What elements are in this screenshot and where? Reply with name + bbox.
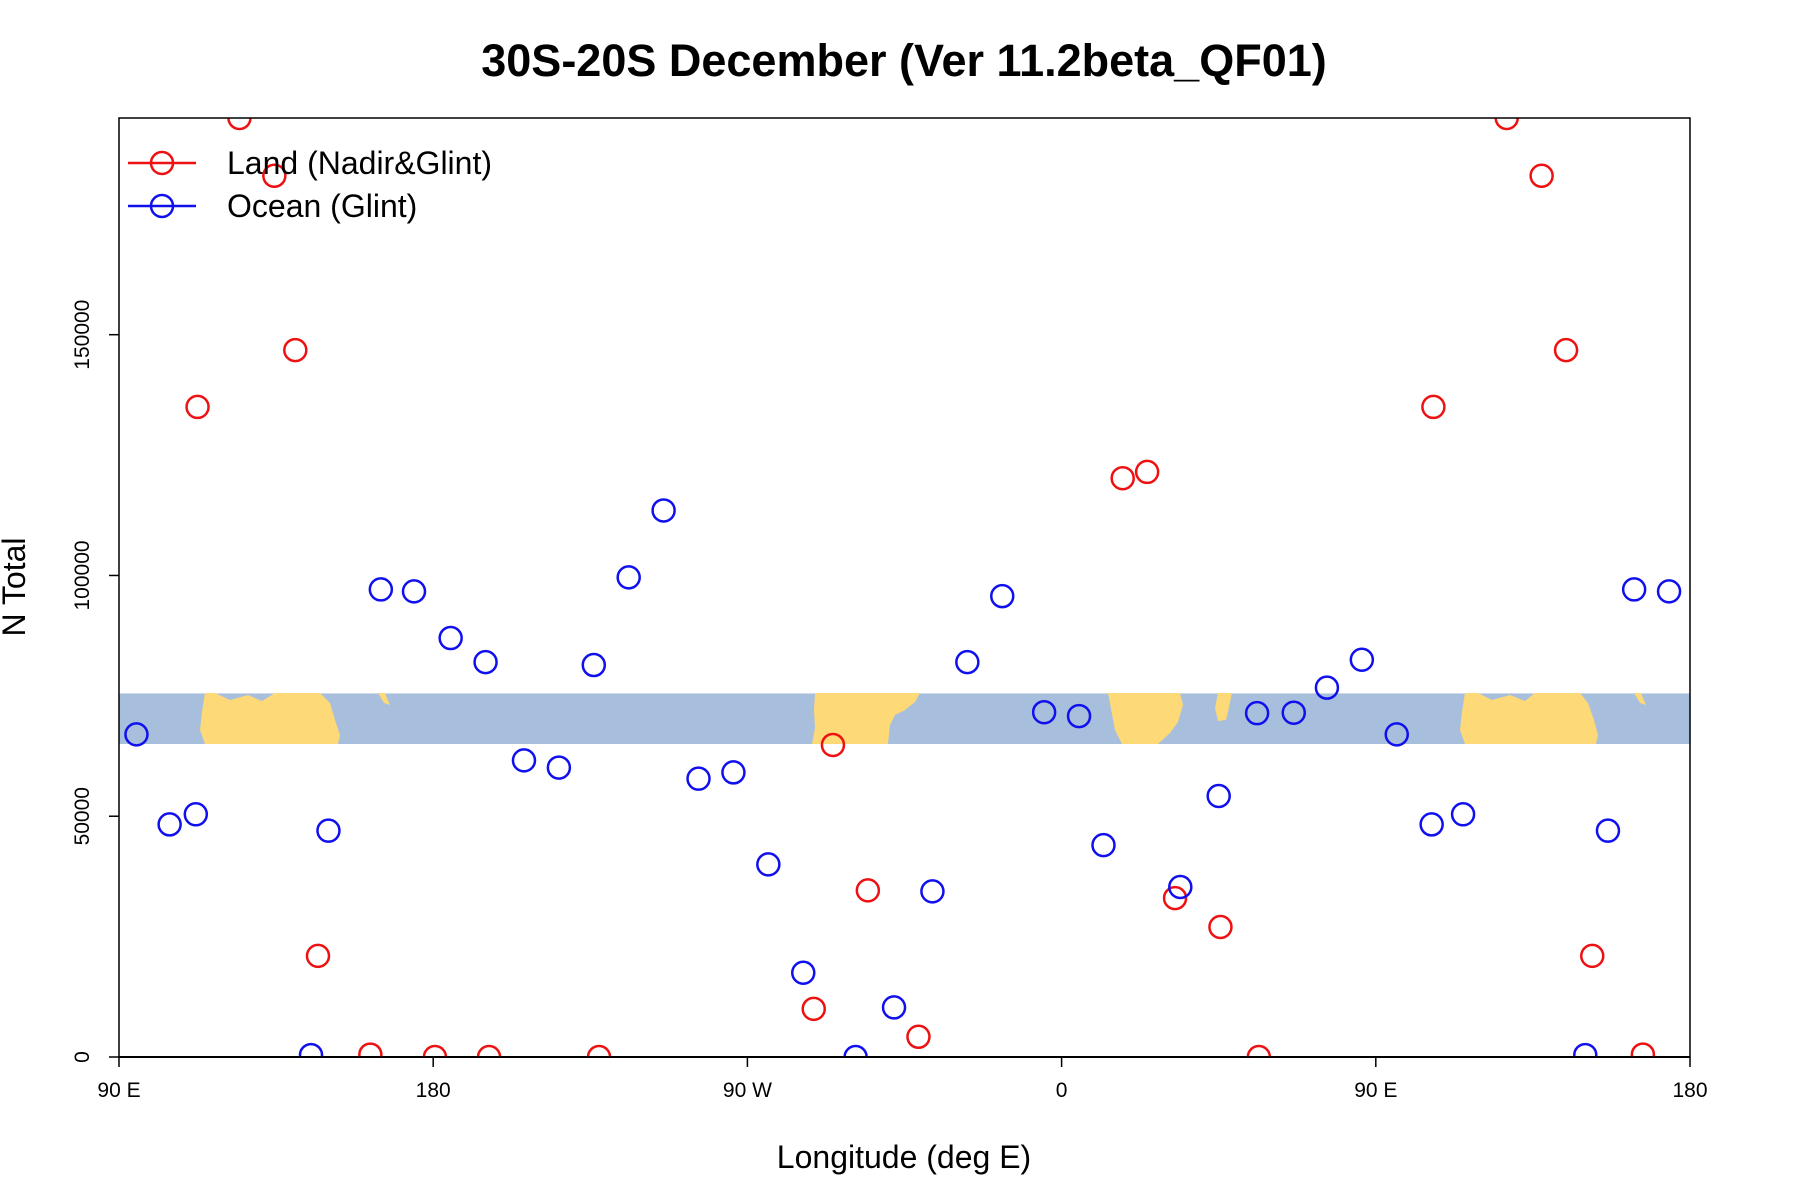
land-new-caledonia-repeat (1634, 693, 1646, 705)
ocean-point (990, 583, 1015, 609)
land-point (1162, 885, 1188, 911)
land-point (1110, 465, 1135, 491)
ocean-point (721, 760, 746, 785)
x-axis-ticks: 90 E 180 90 W 0 90 E 180 (97, 1057, 1708, 1102)
land-madagascar (1215, 693, 1232, 721)
ocean-point (1066, 703, 1092, 729)
ocean-point (1621, 577, 1647, 602)
land-point (305, 943, 331, 969)
ocean-point (438, 625, 463, 651)
land-point (1208, 914, 1233, 940)
legend: Land (Nadir&Glint) Ocean (Glint) (128, 145, 492, 224)
land-point (1630, 1042, 1656, 1057)
x-tick-label: 90 E (1354, 1079, 1397, 1102)
land-point (185, 394, 210, 420)
land-new-caledonia (378, 693, 390, 705)
x-axis-label: Longitude (deg E) (777, 1139, 1031, 1175)
land-australia-repeat (1460, 693, 1598, 744)
ocean-point (1281, 700, 1307, 725)
ocean-point (1384, 722, 1409, 747)
y-tick-label: 50000 (71, 787, 94, 845)
ocean-point (616, 565, 641, 590)
x-tick-label: 180 (416, 1079, 451, 1102)
land-point (1494, 118, 1519, 131)
ocean-point (298, 1042, 324, 1057)
land-point (1553, 337, 1579, 363)
ocean-point (881, 995, 907, 1020)
map-band (119, 693, 1690, 744)
x-tick-label: 0 (1056, 1079, 1068, 1102)
land-point (586, 1044, 612, 1057)
land-point (283, 337, 308, 363)
ocean-point (1168, 874, 1193, 900)
data-points (124, 118, 1682, 1057)
land-point (1421, 394, 1446, 420)
land-africa (1108, 693, 1183, 744)
ocean-point (1206, 783, 1231, 809)
ocean-point (1595, 818, 1621, 843)
ocean-point (401, 579, 427, 604)
land-point (422, 1044, 448, 1057)
land-point (855, 878, 881, 903)
legend-ocean-label: Ocean (Glint) (227, 188, 417, 224)
y-axis-label: N Total (0, 537, 32, 636)
y-tick-label: 150000 (71, 300, 94, 370)
y-axis-ticks: 0 50000 100000 150000 (71, 300, 119, 1063)
legend-land-label: Land (Nadir&Glint) (227, 145, 492, 181)
ocean-point (756, 852, 781, 877)
x-tick-label: 180 (1672, 1079, 1707, 1102)
land-south-america (812, 693, 920, 744)
ocean-point (546, 755, 572, 780)
ocean-point (686, 766, 711, 791)
ocean-point (651, 498, 676, 523)
ocean-point (1091, 832, 1116, 858)
ocean-point (843, 1044, 868, 1057)
land-point (801, 996, 826, 1022)
ocean-point (791, 960, 816, 985)
land-point (476, 1044, 502, 1057)
ocean-point (1419, 812, 1444, 837)
land-point (820, 732, 846, 758)
land-point (906, 1024, 931, 1050)
y-tick-label: 100000 (71, 540, 94, 610)
legend-land-marker (149, 150, 175, 176)
land-australia (200, 693, 340, 744)
land-point (227, 118, 252, 131)
ocean-point (1031, 699, 1057, 725)
x-tick-label: 90 W (723, 1079, 772, 1102)
ocean-point (1349, 647, 1375, 672)
legend-ocean-marker (149, 193, 175, 219)
x-tick-label: 90 E (97, 1079, 140, 1102)
ocean-point (511, 748, 537, 773)
ocean-point (581, 652, 607, 678)
chart-title: 30S-20S December (Ver 11.2beta_QF01) (481, 35, 1327, 86)
ocean-point (955, 649, 980, 675)
ocean-point (1656, 579, 1682, 604)
plot-frame (118, 117, 1691, 1058)
ocean-point (920, 879, 945, 904)
ocean-point (1314, 675, 1340, 700)
land-point (1529, 163, 1554, 189)
land-point (1134, 459, 1160, 485)
ocean-point (124, 722, 149, 747)
ocean-point (1450, 802, 1476, 827)
land-masses (200, 693, 1646, 744)
land-point (262, 163, 287, 189)
ocean-point (473, 649, 498, 675)
ocean-point (368, 577, 394, 602)
ocean-point (1244, 700, 1270, 726)
ocean-point (157, 812, 182, 837)
land-point (1246, 1044, 1272, 1057)
ocean-point (316, 818, 341, 843)
land-point (358, 1042, 383, 1057)
y-tick-label: 0 (71, 1051, 94, 1063)
land-point (1579, 943, 1605, 969)
ocean-point (1573, 1042, 1598, 1057)
ocean-point (183, 802, 209, 827)
